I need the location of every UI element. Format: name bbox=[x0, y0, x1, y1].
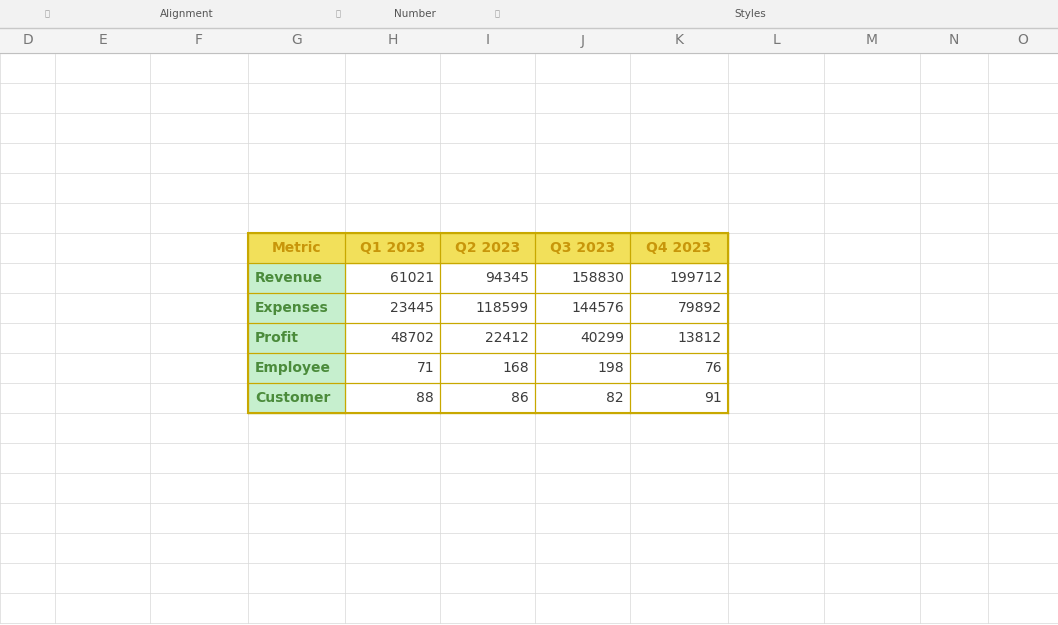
Text: 86: 86 bbox=[511, 391, 529, 405]
Text: I: I bbox=[486, 34, 490, 48]
Bar bbox=[248, 263, 345, 293]
Bar bbox=[248, 353, 345, 383]
Text: 76: 76 bbox=[705, 361, 722, 375]
Bar bbox=[0, 0, 1058, 28]
Text: 22412: 22412 bbox=[486, 331, 529, 345]
Text: Q3 2023: Q3 2023 bbox=[550, 241, 615, 255]
Text: F: F bbox=[195, 34, 203, 48]
Text: M: M bbox=[867, 34, 878, 48]
Text: Q4 2023: Q4 2023 bbox=[646, 241, 712, 255]
Text: D: D bbox=[22, 34, 33, 48]
Bar bbox=[440, 233, 535, 263]
Text: 144576: 144576 bbox=[571, 301, 624, 315]
Bar bbox=[345, 233, 440, 263]
Text: ⧉: ⧉ bbox=[494, 9, 499, 19]
Text: 91: 91 bbox=[705, 391, 722, 405]
Text: Q2 2023: Q2 2023 bbox=[455, 241, 521, 255]
Text: 71: 71 bbox=[417, 361, 434, 375]
Bar bbox=[535, 233, 630, 263]
Text: Number: Number bbox=[394, 9, 436, 19]
Text: 61021: 61021 bbox=[390, 271, 434, 285]
Bar bbox=[248, 233, 728, 413]
Text: H: H bbox=[387, 34, 398, 48]
Text: 48702: 48702 bbox=[390, 331, 434, 345]
Text: Expenses: Expenses bbox=[255, 301, 329, 315]
Text: 40299: 40299 bbox=[580, 331, 624, 345]
Text: 168: 168 bbox=[503, 361, 529, 375]
Text: G: G bbox=[291, 34, 302, 48]
Text: K: K bbox=[675, 34, 683, 48]
Bar bbox=[248, 323, 345, 353]
Text: O: O bbox=[1018, 34, 1028, 48]
Text: Employee: Employee bbox=[255, 361, 331, 375]
Text: ⧉: ⧉ bbox=[44, 9, 50, 19]
Text: 158830: 158830 bbox=[571, 271, 624, 285]
Text: 198: 198 bbox=[598, 361, 624, 375]
Text: Q1 2023: Q1 2023 bbox=[360, 241, 425, 255]
Bar bbox=[630, 233, 728, 263]
Bar bbox=[0, 28, 1058, 53]
Text: Profit: Profit bbox=[255, 331, 299, 345]
Text: 82: 82 bbox=[606, 391, 624, 405]
Text: 88: 88 bbox=[416, 391, 434, 405]
Text: Revenue: Revenue bbox=[255, 271, 323, 285]
Text: Alignment: Alignment bbox=[160, 9, 214, 19]
Text: ⧉: ⧉ bbox=[335, 9, 341, 19]
Text: N: N bbox=[949, 34, 960, 48]
Text: Styles: Styles bbox=[734, 9, 766, 19]
Text: E: E bbox=[98, 34, 107, 48]
Text: 23445: 23445 bbox=[390, 301, 434, 315]
Text: Metric: Metric bbox=[272, 241, 322, 255]
Text: 94345: 94345 bbox=[486, 271, 529, 285]
Bar bbox=[248, 383, 345, 413]
Text: 13812: 13812 bbox=[678, 331, 722, 345]
Text: J: J bbox=[581, 34, 584, 48]
Text: 118599: 118599 bbox=[476, 301, 529, 315]
Text: 199712: 199712 bbox=[669, 271, 722, 285]
Text: L: L bbox=[772, 34, 780, 48]
Text: Customer: Customer bbox=[255, 391, 330, 405]
Bar bbox=[248, 233, 345, 263]
Text: 79892: 79892 bbox=[678, 301, 722, 315]
Bar bbox=[248, 293, 345, 323]
